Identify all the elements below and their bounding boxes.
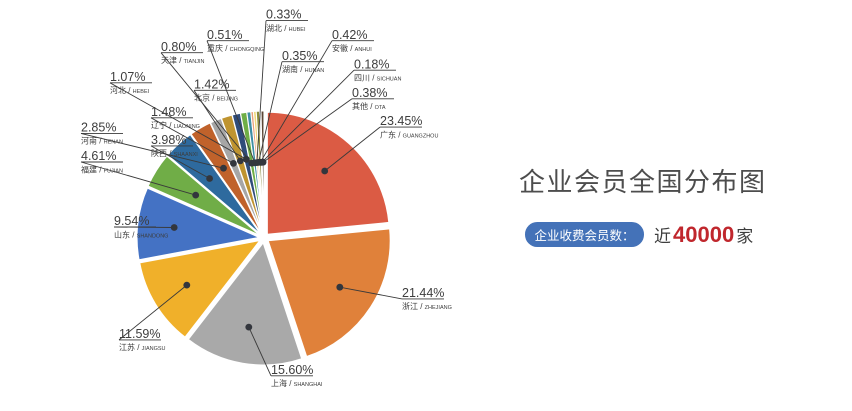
svg-text:河南 / HENAN: 河南 / HENAN xyxy=(81,136,123,146)
svg-text:广东 / GUANGZHOU: 广东 / GUANGZHOU xyxy=(380,129,438,139)
svg-text:江苏 / JIANGSU: 江苏 / JIANGSU xyxy=(119,342,166,352)
svg-text:2.85%: 2.85% xyxy=(81,121,116,135)
svg-text:1.07%: 1.07% xyxy=(110,70,145,84)
svg-text:4.61%: 4.61% xyxy=(81,149,116,163)
svg-text:1.42%: 1.42% xyxy=(194,77,229,91)
svg-text:河北 / HEBEI: 河北 / HEBEI xyxy=(110,85,150,95)
svg-text:浙江 / ZHEJIANG: 浙江 / ZHEJIANG xyxy=(402,301,452,311)
svg-text:11.59%: 11.59% xyxy=(119,327,160,341)
svg-text:湖南 / HUNAN: 湖南 / HUNAN xyxy=(282,64,324,74)
svg-text:0.80%: 0.80% xyxy=(161,40,196,54)
svg-text:四川 / SICHUAN: 四川 / SICHUAN xyxy=(354,74,401,83)
svg-text:0.35%: 0.35% xyxy=(282,49,317,63)
svg-text:0.18%: 0.18% xyxy=(354,57,389,71)
svg-text:其他 / OTA: 其他 / OTA xyxy=(352,101,386,111)
svg-text:0.38%: 0.38% xyxy=(352,86,387,100)
svg-text:3.98%: 3.98% xyxy=(151,133,186,147)
svg-text:重庆 / CHONGQING: 重庆 / CHONGQING xyxy=(207,43,264,53)
svg-text:0.51%: 0.51% xyxy=(207,28,242,42)
svg-text:安徽 / ANHUI: 安徽 / ANHUI xyxy=(332,43,372,53)
svg-text:福建 / FUJIAN: 福建 / FUJIAN xyxy=(81,164,123,174)
svg-text:天津 / TIANJIN: 天津 / TIANJIN xyxy=(161,55,204,65)
svg-text:0.42%: 0.42% xyxy=(332,28,367,42)
svg-text:0.33%: 0.33% xyxy=(266,8,301,22)
svg-text:9.54%: 9.54% xyxy=(114,214,149,228)
svg-text:辽宁 / LIAONING: 辽宁 / LIAONING xyxy=(151,120,200,130)
svg-text:23.45%: 23.45% xyxy=(380,114,422,128)
svg-text:湖北 / HUBEI: 湖北 / HUBEI xyxy=(266,24,306,33)
svg-text:1.48%: 1.48% xyxy=(151,105,186,119)
svg-text:15.60%: 15.60% xyxy=(271,363,313,377)
svg-text:21.44%: 21.44% xyxy=(402,286,444,300)
svg-text:北京 / BEIJING: 北京 / BEIJING xyxy=(194,93,238,103)
svg-text:上海 / SHANGHAI: 上海 / SHANGHAI xyxy=(271,378,323,388)
